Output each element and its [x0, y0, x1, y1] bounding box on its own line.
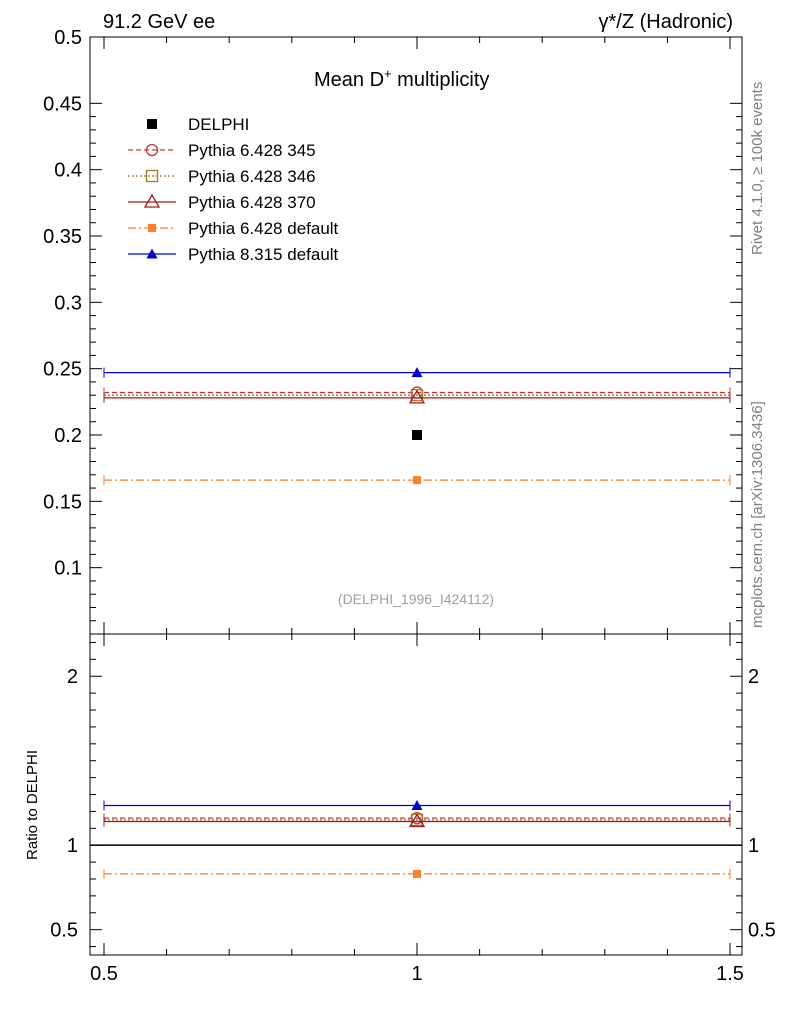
ratio-tick-label-right: 2 [748, 666, 759, 688]
analysis-id-label: (DELPHI_1996_I424112) [338, 591, 494, 607]
ratio-plot-frame [89, 633, 743, 956]
series-point-ratio-3 [413, 869, 421, 878]
y-tick-label: 0.1 [54, 558, 82, 580]
series-point-ratio-2 [408, 813, 426, 828]
legend-marker-0 [145, 143, 159, 157]
y-tick-label: 0.45 [43, 93, 82, 115]
ratio-tick-label-left: 2 [67, 666, 78, 688]
series-point-main-3 [413, 476, 421, 485]
x-tick-label: 0.5 [90, 963, 118, 985]
title-rest: multiplicity [392, 69, 490, 91]
chart-title: Mean D+ multiplicity [314, 66, 489, 91]
ratio-tick-label-left: 1 [67, 835, 78, 857]
legend-label-4: Pythia 8.315 default [188, 245, 339, 264]
ratio-tick-label-left: 0.5 [50, 920, 78, 942]
title-superscript: + [384, 66, 392, 81]
legend: DELPHI Pythia 6.428 345 Pythia 6.428 346 Py… [128, 115, 339, 264]
y-tick-label: 0.25 [43, 359, 82, 381]
y-tick-label: 0.5 [54, 27, 82, 49]
legend-marker-data [147, 119, 157, 129]
rivet-version-label: Rivet 4.1.0, ≥ 100k events [749, 82, 766, 255]
series-point-ratio-4 [411, 799, 423, 810]
ratio-tick-label-right: 0.5 [748, 920, 776, 942]
ratio-ylabel: Ratio to DELPHI [24, 750, 41, 860]
y-tick-label: 0.35 [43, 226, 82, 248]
data-point-delphi [412, 430, 422, 440]
series-point-main-4 [411, 367, 423, 378]
y-tick-label: 0.2 [54, 425, 82, 447]
legend-label-1: Pythia 6.428 346 [188, 167, 316, 186]
legend-label-2: Pythia 6.428 370 [188, 193, 316, 212]
series-point-main-2 [408, 389, 426, 404]
y-tick-label: 0.15 [43, 491, 82, 513]
x-tick-label: 1.5 [716, 963, 744, 985]
y-tick-label: 0.3 [54, 292, 82, 314]
header-left-label: 91.2 GeV ee [103, 11, 215, 33]
x-tick-label: 1 [411, 963, 422, 985]
legend-label-data: DELPHI [188, 115, 249, 134]
title-main: Mean D [314, 69, 384, 91]
legend-label-3: Pythia 6.428 default [188, 219, 339, 238]
legend-marker-4 [146, 248, 158, 259]
legend-marker-1 [145, 169, 159, 183]
legend-marker-2 [143, 193, 161, 208]
axes-group: 0.10.150.20.250.30.350.40.450.50.5 1 1.50.… [43, 27, 776, 985]
header-right-label: γ*/Z (Hadronic) [599, 11, 733, 33]
y-tick-label: 0.4 [54, 160, 82, 182]
legend-marker-3 [148, 224, 156, 232]
legend-label-0: Pythia 6.428 345 [188, 141, 316, 160]
mcplots-credit-label: mcplots.cern.ch [arXiv:1306.3436] [749, 401, 766, 628]
ratio-tick-label-right: 1 [748, 835, 759, 857]
chart-marks [90, 367, 742, 879]
